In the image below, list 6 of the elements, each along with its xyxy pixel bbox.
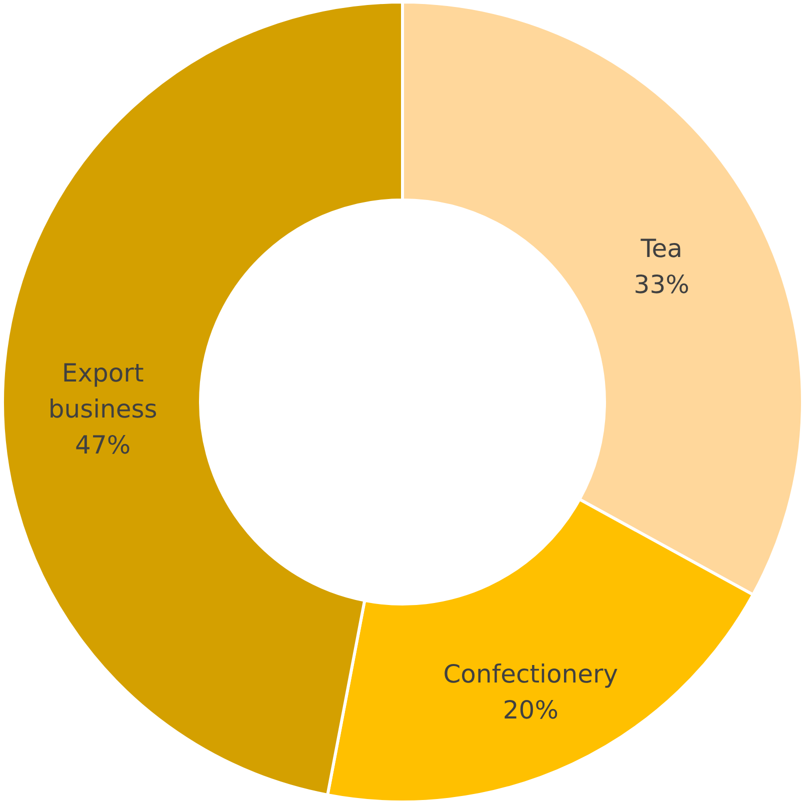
slice-label: Tea <box>640 234 682 263</box>
data-label: 20% <box>502 695 558 724</box>
data-label: 47% <box>75 430 131 460</box>
slice-label: Confectionery <box>443 659 618 688</box>
slice-label: Export business <box>48 358 158 424</box>
data-label: 33% <box>634 270 690 299</box>
